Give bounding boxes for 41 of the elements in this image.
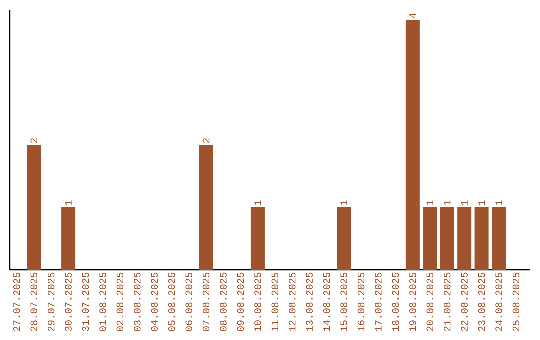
- x-tick-label: 13.08.2025: [306, 272, 313, 332]
- x-tick-label: 02.08.2025: [116, 272, 124, 332]
- x-tick-label: 03.08.2025: [134, 272, 141, 332]
- x-tick-label: 15.08.2025: [340, 272, 348, 332]
- data-label: 1: [426, 200, 434, 206]
- data-label: 1: [340, 200, 348, 206]
- x-tick-label: 30.07.2025: [65, 272, 72, 332]
- x-tick-label: 27.07.2025: [14, 272, 20, 332]
- x-tick-label: 11.08.2025: [272, 272, 279, 332]
- data-label: 4: [410, 13, 416, 18]
- x-tick-label: 28.07.2025: [30, 272, 38, 332]
- x-tick-label: 20.08.2025: [426, 272, 434, 332]
- x-tick-label: 25.08.2025: [512, 272, 520, 332]
- data-label: 1: [461, 200, 468, 206]
- x-tick-label: 31.07.2025: [82, 272, 90, 332]
- x-tick-label: 16.08.2025: [358, 272, 365, 332]
- x-tick-label: 09.08.2025: [237, 272, 244, 332]
- x-tick-label: 07.08.2025: [202, 272, 210, 332]
- x-tick-label: 22.08.2025: [461, 272, 468, 332]
- x-tick-label: 06.08.2025: [186, 272, 192, 332]
- data-label: 1: [444, 200, 451, 206]
- x-tick-label: 21.08.2025: [444, 272, 451, 332]
- data-label: 1: [65, 200, 72, 206]
- x-tick-label: 01.08.2025: [100, 272, 106, 332]
- x-tick-label: 10.08.2025: [254, 272, 262, 332]
- x-tick-label: 19.08.2025: [410, 272, 416, 332]
- x-tick-label: 04.08.2025: [151, 272, 158, 332]
- data-label: 1: [478, 200, 486, 206]
- x-tick-label: 08.08.2025: [220, 272, 227, 332]
- x-tick-label: 18.08.2025: [392, 272, 400, 332]
- data-label: 2: [202, 138, 210, 144]
- x-tick-label: 24.08.2025: [496, 272, 502, 332]
- data-label: 1: [496, 200, 502, 206]
- x-tick-label: 29.07.2025: [48, 272, 55, 332]
- data-label: 1: [254, 200, 262, 206]
- data-label: 2: [30, 138, 38, 144]
- x-tick-label: 23.08.2025: [478, 272, 486, 332]
- x-tick-label: 12.08.2025: [289, 272, 296, 332]
- x-tick-label: 14.08.2025: [323, 272, 330, 332]
- x-tick-label: 17.08.2025: [375, 272, 382, 332]
- x-tick-label: 05.08.2025: [168, 272, 176, 332]
